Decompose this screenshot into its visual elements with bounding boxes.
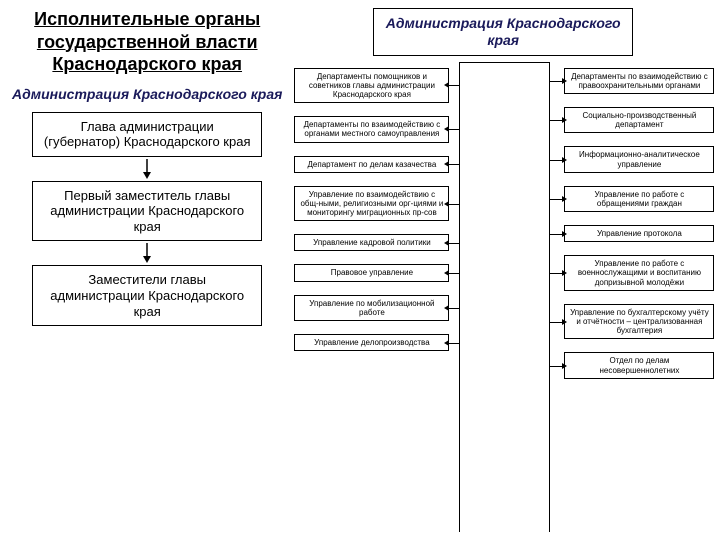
- arrow-down-icon: [140, 243, 154, 263]
- chain-box-2: Заместители главы администрации Краснода…: [32, 265, 262, 326]
- right-dept-0: Департаменты по взаимодействию с правоох…: [564, 68, 714, 94]
- left-dept-3: Управление по взаимодействию с общ-ными,…: [294, 186, 449, 222]
- org-tree: Департаменты помощников и советников гла…: [294, 62, 712, 532]
- left-dept-5: Правовое управление: [294, 264, 449, 281]
- left-subtitle: Администрация Краснодарского края: [8, 86, 286, 102]
- arrow-down-icon: [140, 159, 154, 179]
- left-dept-0: Департаменты помощников и советников гла…: [294, 68, 449, 104]
- left-dept-1: Департаменты по взаимодействию с органам…: [294, 116, 449, 142]
- left-dept-7: Управление делопроизводства: [294, 334, 449, 351]
- chain-box-1: Первый заместитель главы администрации К…: [32, 181, 262, 242]
- right-dept-7: Отдел по делам несовершеннолетних: [564, 352, 714, 378]
- right-title: Администрация Краснодарского края: [373, 8, 633, 56]
- left-title: Исполнительные органы государственной вл…: [8, 8, 286, 76]
- left-panel: Исполнительные органы государственной вл…: [8, 8, 286, 532]
- right-dept-3: Управление по работе с обращениями гражд…: [564, 186, 714, 212]
- chain-box-0: Глава администрации (губернатор) Краснод…: [32, 112, 262, 157]
- right-panel: Администрация Краснодарского края Департ…: [294, 8, 712, 532]
- left-dept-6: Управление по мобилизационной работе: [294, 295, 449, 321]
- right-dept-1: Социально-производственный департамент: [564, 107, 714, 133]
- right-dept-4: Управление протокола: [564, 225, 714, 242]
- right-dept-2: Информационно-аналитическое управление: [564, 146, 714, 172]
- right-dept-5: Управление по работе с военнослужащими и…: [564, 255, 714, 291]
- left-dept-2: Департамент по делам казачества: [294, 156, 449, 173]
- left-dept-4: Управление кадровой политики: [294, 234, 449, 251]
- right-dept-6: Управление по бухгалтерскому учёту и отч…: [564, 304, 714, 340]
